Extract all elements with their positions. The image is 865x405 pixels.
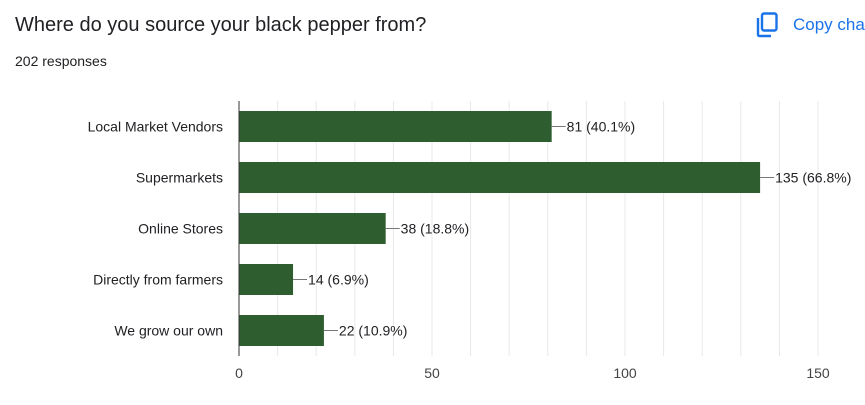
bar[interactable] (239, 111, 552, 142)
bar[interactable] (239, 264, 294, 295)
x-tick-label: 100 (613, 365, 637, 381)
x-tick-label: 0 (235, 365, 243, 381)
category-label: Online Stores (138, 221, 223, 237)
copy-chart-label: Copy cha (793, 15, 865, 34)
bar[interactable] (239, 315, 324, 346)
category-label: Directly from farmers (93, 272, 223, 288)
x-tick-label: 150 (806, 365, 830, 381)
copy-chart-button[interactable]: Copy cha (755, 10, 865, 40)
response-count: 202 responses (15, 53, 107, 69)
data-label: 38 (18.8%) (401, 221, 469, 237)
question-title: Where do you source your black pepper fr… (15, 14, 427, 36)
copy-icon (755, 12, 779, 38)
data-label: 135 (66.8%) (775, 170, 851, 186)
category-label: We grow our own (114, 323, 223, 339)
data-label: 14 (6.9%) (308, 272, 369, 288)
data-label: 22 (10.9%) (339, 323, 407, 339)
bar[interactable] (239, 213, 386, 244)
x-tick-label: 50 (424, 365, 440, 381)
bar[interactable] (239, 162, 761, 193)
data-label: 81 (40.1%) (567, 119, 635, 135)
category-label: Supermarkets (136, 170, 223, 186)
category-label: Local Market Vendors (88, 119, 223, 135)
